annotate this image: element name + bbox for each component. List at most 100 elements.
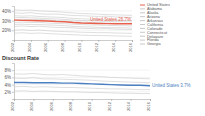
tick-mark [12,77,14,78]
tick-mark [150,99,151,101]
tick-mark [12,92,14,93]
tick-mark [12,70,14,71]
tick: 2% [4,90,14,95]
tick-mark [111,99,112,101]
tick-label: 2002 [10,101,15,111]
tick-mark [33,99,34,101]
y-axis: 2% 4% 6% 8% [4,64,14,100]
tick-mark [92,99,93,101]
tick: 2006 [43,40,48,52]
figure: 20% 30% 40% 2002 2004 2006 2008 2010 2012 2014 201… [0,0,205,116]
axis-line [12,7,15,41]
tick-mark [12,30,14,31]
tick-label: 2002 [10,42,15,52]
chart: Discount Rate 2% 4% 6% 8% 2002 2004 2006 2008 201… [2,55,191,111]
series-line [14,78,150,83]
tick: 2014 [111,40,116,52]
tick-label: 2012 [107,101,112,111]
tick-label: 2014 [111,42,116,52]
legend-label: Georgia [147,42,161,46]
tick: 2016 [146,99,151,111]
tick-label: 2010 [77,42,82,52]
tick-mark [131,99,132,101]
series-line [14,82,150,85]
tick-mark [12,85,14,86]
tick: 2012 [107,99,112,111]
legend-swatch [140,28,145,29]
tick: 2016 [128,40,133,52]
tick-label: 2004 [29,101,34,111]
tick-mark [12,21,14,22]
x-axis: 2002 2004 2006 2008 2010 2012 2014 2016 [10,99,151,111]
tick-mark [72,99,73,101]
tick: 4% [4,83,14,88]
tick: 2010 [77,40,82,52]
legend-swatch [140,36,145,37]
legend: United StatesAlabamaAlaskaArizonaArkansa… [140,3,170,46]
series-line [14,30,132,33]
legend-swatch [140,32,145,33]
legend-swatch [140,16,145,17]
series-line [14,24,132,28]
tick: 2004 [29,99,34,111]
y-axis: 20% 30% 40% [2,7,15,41]
tick-mark [12,11,14,12]
tick-label: 2004 [27,42,32,52]
tick-mark [65,40,66,42]
annotation: United States 3.7% [152,83,191,88]
tick-mark [14,40,15,42]
chart: 20% 30% 40% 2002 2004 2006 2008 2010 2012 2014 201… [2,3,170,52]
tick-mark [132,40,133,42]
tick-mark [14,99,15,101]
series-line [14,10,132,15]
tick-mark [115,40,116,42]
plot-area [14,10,132,36]
tick: 2012 [94,40,99,52]
tick: 2002 [10,99,15,111]
series-line [14,91,150,94]
tick-label: 20% [2,28,11,33]
tick: 2008 [68,99,73,111]
tick: 8% [4,68,14,73]
tick-label: 8% [4,68,11,73]
tick-label: 2008 [68,101,73,111]
tick: 2004 [27,40,32,52]
chart-title: Discount Rate [2,55,39,61]
tick: 6% [4,75,14,80]
tick-label: 4% [4,83,11,88]
tick-label: 2014 [126,101,131,111]
tick-label: 2010 [87,101,92,111]
tick-label: 40% [2,9,11,14]
axis-line [12,64,15,100]
tick-label: 2016 [128,42,133,52]
tick: 2002 [10,40,15,52]
tick: 2008 [60,40,65,52]
legend-swatch [140,24,145,25]
legend-swatch [140,12,145,13]
legend-swatch [140,40,145,41]
legend-swatch [140,8,145,9]
tick-label: 2012 [94,42,99,52]
grid-line [14,70,150,71]
tick: 30% [2,19,14,24]
legend-swatch [140,20,145,21]
tick-label: 2006 [49,101,54,111]
axis-line [15,41,133,43]
tick-mark [31,40,32,42]
legend-swatch [140,44,145,45]
tick-label: 6% [4,75,11,80]
plot-area [14,73,150,93]
tick-mark [98,40,99,42]
tick-mark [81,40,82,42]
tick: 2014 [126,99,131,111]
tick: 2010 [87,99,92,111]
series-line [14,33,132,36]
tick-label: 2008 [60,42,65,52]
tick-label: 2% [4,90,11,95]
series-line [14,86,150,89]
tick: 20% [2,28,14,33]
grid-line [14,10,132,11]
annotation: United States 26.7% [90,17,131,22]
tick-label: 2016 [146,101,151,111]
tick: 2006 [49,99,54,111]
